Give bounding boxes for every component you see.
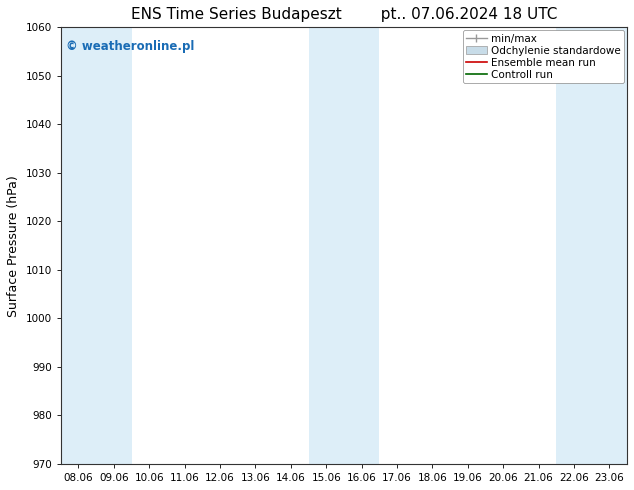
Text: © weatheronline.pl: © weatheronline.pl <box>67 40 195 53</box>
Y-axis label: Surface Pressure (hPa): Surface Pressure (hPa) <box>7 175 20 317</box>
Bar <box>309 27 344 464</box>
Bar <box>61 27 96 464</box>
Bar <box>592 27 627 464</box>
Bar <box>344 27 379 464</box>
Legend: min/max, Odchylenie standardowe, Ensemble mean run, Controll run: min/max, Odchylenie standardowe, Ensembl… <box>463 30 624 83</box>
Bar <box>96 27 132 464</box>
Bar <box>556 27 592 464</box>
Title: ENS Time Series Budapeszt        pt.. 07.06.2024 18 UTC: ENS Time Series Budapeszt pt.. 07.06.202… <box>131 7 557 22</box>
